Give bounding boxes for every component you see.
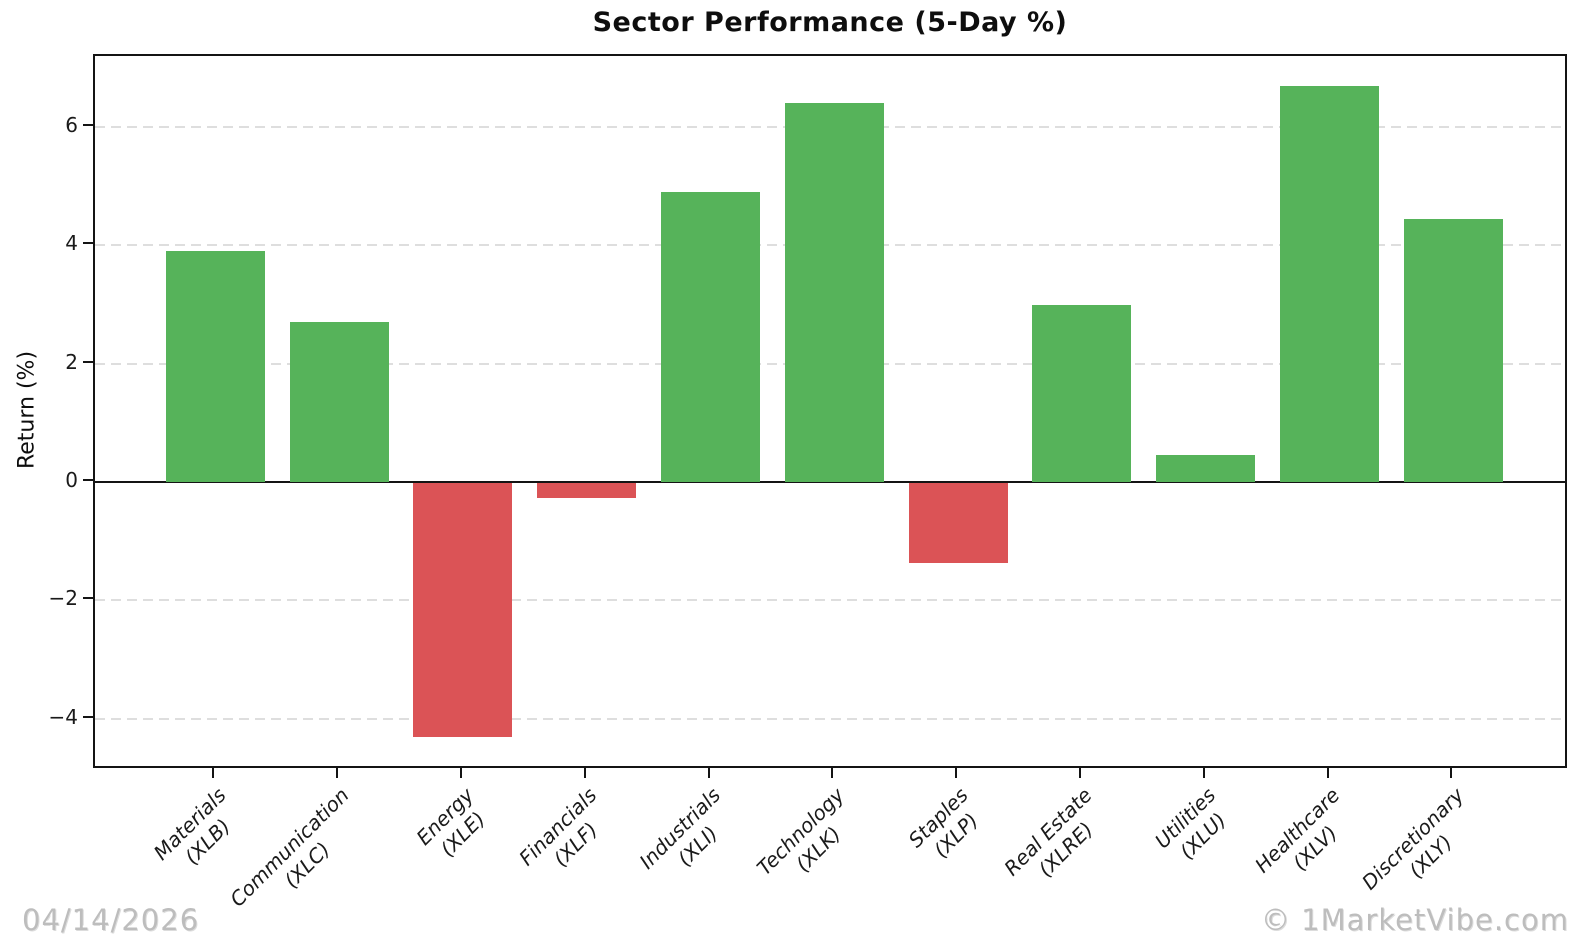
- x-tick-utilities: [1202, 768, 1205, 778]
- chart-title: Sector Performance (5-Day %): [592, 7, 1068, 38]
- x-tick-materials: [212, 768, 215, 778]
- bar-utilities-xlu: [1156, 455, 1256, 482]
- x-tick-label-materials-xlb: Materials (XLB): [148, 783, 248, 883]
- y-tick-4: [83, 242, 93, 245]
- x-tick-industrials: [707, 768, 710, 778]
- bar-technology-xlk: [784, 103, 884, 482]
- x-tick-communication: [336, 768, 339, 778]
- x-tick-label-healthcare-xlv: Healthcare (XLV): [1250, 783, 1363, 896]
- x-tick-label-real-estate-xlre: Real Estate (XLRE): [1000, 783, 1116, 899]
- y-tick-label-0: 0: [65, 468, 78, 492]
- bar-discretionary-xly: [1403, 218, 1503, 482]
- y-tick-6: [83, 124, 93, 127]
- bar-industrials-xli: [661, 192, 760, 482]
- plot-area: [93, 54, 1567, 768]
- x-tick-staples: [955, 768, 958, 778]
- y-tick-label-4: 4: [65, 231, 78, 256]
- zero-line: [95, 481, 1565, 484]
- x-tick-label-industrials-xli: Industrials (XLI): [635, 783, 744, 892]
- x-tick-energy: [459, 768, 462, 778]
- x-tick-label-technology-xlk: Technology (XLK): [752, 783, 867, 898]
- x-tick-healthcare: [1326, 768, 1329, 778]
- x-tick-financials: [583, 768, 586, 778]
- gridline-−2: [95, 599, 1565, 602]
- bar-healthcare-xlv: [1280, 85, 1379, 482]
- bar-communication-xlc: [289, 322, 389, 482]
- x-tick-label-discretionary-xly: Discretionary (XLY): [1357, 783, 1487, 913]
- x-tick-label-energy-xle: Energy (XLE): [411, 783, 496, 868]
- watermark-date: 04/14/2026: [22, 903, 200, 937]
- bar-materials-xlb: [165, 251, 265, 482]
- gridline-−4: [95, 717, 1565, 720]
- x-tick-label-financials-xlf: Financials (XLF): [514, 783, 620, 889]
- bar-energy-xle: [413, 483, 513, 738]
- y-tick-label-−2: −2: [48, 586, 78, 611]
- y-tick-2: [83, 360, 93, 363]
- bar-staples-xlp: [908, 483, 1008, 563]
- bar-financials-xlf: [537, 483, 637, 498]
- x-tick-real-estate: [1078, 768, 1081, 778]
- y-tick-label-6: 6: [65, 113, 78, 138]
- x-tick-label-utilities-xlu: Utilities (XLU): [1150, 783, 1239, 872]
- y-tick-−4: [83, 715, 93, 718]
- watermark-credit: © 1MarketVibe.com: [1260, 903, 1569, 937]
- x-tick-label-staples-xlp: Staples (XLP): [904, 783, 992, 871]
- y-tick-label-−4: −4: [48, 704, 78, 729]
- y-tick-label-2: 2: [65, 349, 78, 374]
- bar-real-estate-xlre: [1032, 304, 1132, 482]
- y-tick-−2: [83, 597, 93, 600]
- x-tick-discretionary: [1450, 768, 1453, 778]
- x-tick-technology: [831, 768, 834, 778]
- x-tick-label-communication-xlc: Communication (XLC): [226, 783, 373, 930]
- y-tick-0: [83, 479, 93, 481]
